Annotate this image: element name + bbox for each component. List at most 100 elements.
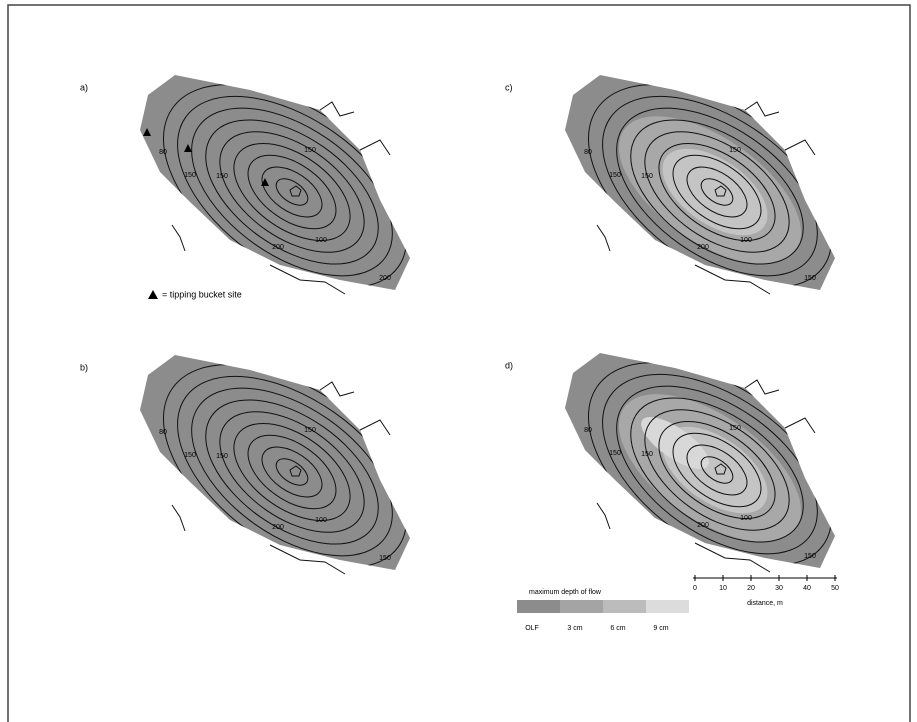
panel-label: d) bbox=[505, 360, 513, 370]
contour-label: 80 bbox=[159, 149, 167, 156]
contour-label: 200 bbox=[272, 524, 284, 531]
outside-contour bbox=[319, 101, 355, 117]
contour bbox=[644, 409, 790, 531]
depth-title: maximum depth of flow bbox=[529, 589, 602, 596]
contour-label: 150 bbox=[379, 555, 391, 562]
contour bbox=[686, 444, 748, 496]
contour bbox=[686, 166, 748, 218]
contour bbox=[191, 387, 393, 557]
scale-tick-label: 20 bbox=[747, 585, 755, 592]
depth-class: OLF bbox=[525, 625, 539, 632]
contour bbox=[247, 154, 337, 230]
contours bbox=[587, 362, 835, 568]
panel-label: a) bbox=[80, 82, 88, 92]
panel-label: b) bbox=[80, 362, 88, 372]
depth-swatch bbox=[603, 600, 646, 613]
outside-contour bbox=[694, 264, 771, 295]
contour-label: 150 bbox=[216, 173, 228, 180]
contour-label: 150 bbox=[609, 172, 621, 179]
contour bbox=[233, 143, 351, 241]
panel-label: c) bbox=[505, 82, 513, 92]
contour bbox=[233, 423, 351, 521]
contour-label: 150 bbox=[184, 452, 196, 459]
frame bbox=[7, 4, 911, 722]
contour bbox=[616, 107, 818, 277]
contour-label: 150 bbox=[804, 275, 816, 282]
contour-label: 200 bbox=[272, 244, 284, 251]
map-panel: b) 80 150 150 150 200 100 150 bbox=[80, 355, 410, 575]
contour bbox=[672, 432, 762, 508]
map-panel: d) 80 150 150 150 200 100 150 bbox=[505, 353, 835, 573]
contour-label: 200 bbox=[697, 244, 709, 251]
outside-contour bbox=[359, 419, 391, 436]
contour-label: 150 bbox=[729, 425, 741, 432]
outside-contour bbox=[784, 417, 816, 434]
outside-contour bbox=[269, 544, 346, 575]
pond bbox=[714, 185, 727, 197]
outside-contour bbox=[784, 139, 816, 156]
contour bbox=[247, 434, 337, 510]
contour-label: 100 bbox=[315, 517, 327, 524]
contour bbox=[644, 131, 790, 253]
contour-label: 150 bbox=[804, 553, 816, 560]
contour bbox=[205, 119, 379, 265]
scale-tick-label: 30 bbox=[775, 585, 783, 592]
outside-contour bbox=[359, 139, 391, 156]
scale-label: distance, m bbox=[747, 600, 783, 607]
contour bbox=[700, 178, 734, 206]
contour-label: 150 bbox=[304, 147, 316, 154]
contour-label: 150 bbox=[216, 453, 228, 460]
depth-swatch bbox=[560, 600, 603, 613]
depth-legend: maximum depth of flow OLF 3 cm 6 cm 9 cm bbox=[517, 589, 689, 632]
contours bbox=[162, 364, 410, 570]
scale-tick-label: 40 bbox=[803, 585, 811, 592]
contour bbox=[275, 458, 309, 486]
contour bbox=[658, 143, 776, 241]
outside-contour bbox=[596, 224, 611, 252]
contour bbox=[630, 397, 804, 543]
contour-label: 80 bbox=[584, 149, 592, 156]
contour bbox=[275, 178, 309, 206]
contour bbox=[261, 166, 323, 218]
depth-class: 3 cm bbox=[567, 625, 582, 632]
outside-contour bbox=[744, 101, 780, 117]
contour bbox=[191, 107, 393, 277]
contour bbox=[672, 154, 762, 230]
outside-contour bbox=[171, 224, 186, 252]
contour bbox=[700, 456, 734, 484]
contour bbox=[219, 411, 365, 533]
depth-class: 6 cm bbox=[610, 625, 625, 632]
depth-zone bbox=[662, 148, 768, 236]
contour-label: 80 bbox=[159, 429, 167, 436]
contour bbox=[205, 399, 379, 545]
contour bbox=[630, 119, 804, 265]
marker-legend: = tipping bucket site bbox=[148, 289, 242, 299]
map-panel: c) 80 150 150 150 200 100 150 bbox=[505, 75, 835, 295]
catchment bbox=[140, 75, 410, 290]
depth-swatch bbox=[646, 600, 689, 613]
marker-text: = tipping bucket site bbox=[162, 289, 242, 299]
tipping-bucket bbox=[261, 178, 269, 186]
scale-tick-label: 10 bbox=[719, 585, 727, 592]
contour-label: 150 bbox=[304, 427, 316, 434]
contour bbox=[261, 446, 323, 498]
pond bbox=[289, 465, 302, 477]
contour-label: 100 bbox=[740, 515, 752, 522]
pond bbox=[289, 185, 302, 197]
contour-label: 200 bbox=[379, 275, 391, 282]
contour-label: 200 bbox=[697, 522, 709, 529]
outside-contour bbox=[694, 542, 771, 573]
scale-tick-label: 0 bbox=[693, 585, 697, 592]
outside-contour bbox=[596, 502, 611, 530]
contour-label: 150 bbox=[184, 172, 196, 179]
contour-label: 150 bbox=[729, 147, 741, 154]
outside-contour bbox=[269, 264, 346, 295]
contour-label: 150 bbox=[641, 173, 653, 180]
contour-label: 150 bbox=[609, 450, 621, 457]
outside-contour bbox=[319, 381, 355, 397]
triangle-icon bbox=[148, 290, 158, 299]
tipping-bucket bbox=[184, 144, 192, 152]
scale-tick-label: 50 bbox=[831, 585, 839, 592]
pond bbox=[714, 463, 727, 475]
